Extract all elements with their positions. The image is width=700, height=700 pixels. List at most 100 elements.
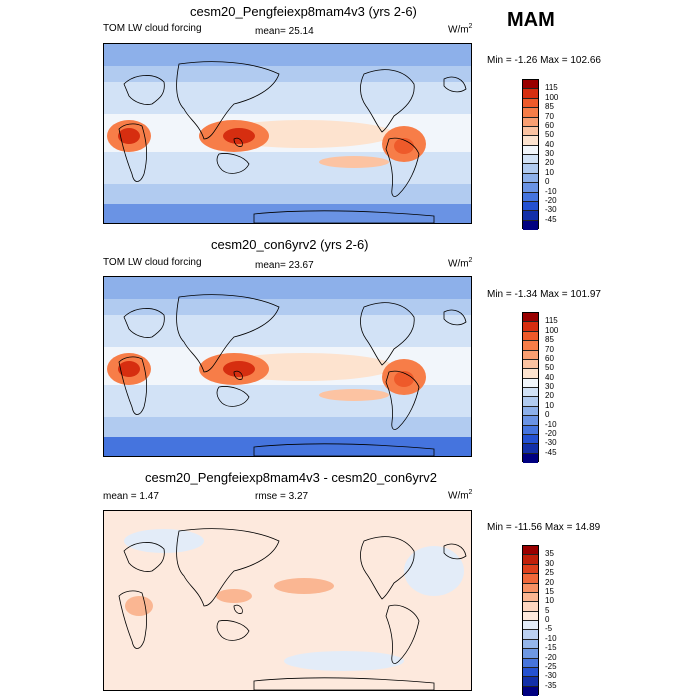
panel1-units-label: W/m2	[448, 23, 473, 36]
colorbar-tick-label: 100	[545, 92, 559, 102]
colorbar-swatch	[523, 220, 538, 230]
colorbar-swatch	[523, 667, 538, 678]
colorbar-swatch	[523, 639, 538, 650]
colorbar-tick-label: 115	[545, 83, 558, 93]
coastline	[216, 620, 250, 641]
map-band-midlat-s	[104, 417, 471, 437]
colorbar-tick-label: -15	[545, 643, 557, 653]
colorbar-swatch	[523, 108, 538, 118]
coastline	[118, 590, 148, 649]
colorbar-swatch	[523, 136, 538, 146]
colorbar-swatch	[523, 201, 538, 212]
panel1-left-label: TOM LW cloud forcing	[103, 23, 202, 34]
panel1-map	[103, 43, 472, 224]
colorbar-swatch	[523, 546, 538, 556]
panel3-minmax: Min = -11.56 Max = 14.89	[487, 522, 601, 533]
panel2-colorbar	[522, 312, 539, 463]
colorbar-tick-label: 70	[545, 344, 554, 354]
coastline	[176, 528, 280, 607]
colorbar-swatch	[523, 313, 538, 323]
colorbar-tick-label: -30	[545, 671, 557, 681]
panel2-minmax: Min = -1.34 Max = 101.97	[487, 289, 601, 300]
colorbar-tick-label: 70	[545, 111, 554, 121]
colorbar-tick-label: -10	[545, 186, 557, 196]
coastline	[253, 677, 435, 690]
colorbar-tick-label: 0	[545, 410, 550, 420]
panel2-mean-label: mean= 23.67	[255, 260, 314, 271]
map-band-south	[104, 204, 471, 223]
coastline	[176, 294, 280, 373]
map-band-south	[104, 437, 471, 456]
panel3-map	[103, 510, 472, 691]
coastline	[123, 308, 165, 338]
coastline	[176, 61, 280, 140]
colorbar-tick-label: 30	[545, 558, 554, 568]
colorbar-tick-label: -20	[545, 428, 557, 438]
colorbar-tick-label: 30	[545, 382, 554, 391]
coastline	[253, 443, 435, 456]
colorbar-swatch	[523, 564, 538, 575]
map-band-midlat-s	[104, 184, 471, 204]
colorbar-tick-label: 40	[545, 372, 554, 382]
coastline	[233, 370, 243, 380]
colorbar-tick-label: -5	[545, 624, 553, 634]
colorbar-swatch	[523, 630, 538, 640]
coastline	[360, 536, 415, 600]
colorbar-swatch	[523, 397, 538, 407]
map-pos-patch	[125, 596, 153, 616]
map-pos-patch	[216, 589, 252, 603]
colorbar-swatch	[523, 164, 538, 174]
colorbar-swatch	[523, 117, 538, 127]
panel1-minmax: Min = -1.26 Max = 102.66	[487, 55, 601, 66]
map-band-midlat-n	[104, 66, 471, 82]
colorbar-swatch	[523, 331, 538, 342]
coastline	[216, 153, 250, 174]
colorbar-swatch	[523, 583, 538, 593]
colorbar-tick-label: 20	[545, 391, 554, 401]
panel3-title: cesm20_Pengfeiexp8mam4v3 - cesm20_con6yr…	[145, 470, 437, 485]
coastline	[216, 386, 250, 407]
panel2-units-label: W/m2	[448, 257, 473, 270]
colorbar-tick-label: -20	[545, 652, 557, 662]
map-band-north	[104, 44, 471, 66]
panel1-title: cesm20_Pengfeiexp8mam4v3 (yrs 2-6)	[190, 4, 417, 19]
coastline	[118, 356, 148, 415]
colorbar-swatch	[523, 649, 538, 659]
colorbar-swatch	[523, 369, 538, 379]
colorbar-swatch	[523, 406, 538, 417]
colorbar-swatch	[523, 611, 538, 621]
colorbar-swatch	[523, 155, 538, 165]
coastline	[385, 604, 420, 664]
coastline	[385, 137, 420, 197]
map-amazon-core	[394, 138, 414, 154]
colorbar-tick-label: 35	[545, 549, 554, 559]
colorbar-swatch	[523, 686, 538, 696]
coastline	[385, 370, 420, 430]
colorbar-tick-label: -30	[545, 205, 557, 215]
map-spcz	[319, 156, 389, 168]
panel1-colorbar	[522, 79, 539, 230]
colorbar-tick-label: 85	[545, 335, 554, 345]
panel3-rmse-label: rmse = 3.27	[255, 491, 309, 502]
coastline	[123, 75, 165, 105]
colorbar-tick-label: 0	[545, 177, 550, 187]
map-pos-patch	[274, 578, 334, 594]
colorbar-tick-label: 50	[545, 130, 554, 140]
colorbar-swatch	[523, 416, 538, 426]
map-neg-patch	[284, 651, 404, 671]
map-amazon-core	[394, 371, 414, 387]
colorbar-swatch	[523, 322, 538, 332]
coastline	[360, 69, 415, 133]
colorbar-swatch	[523, 211, 538, 221]
colorbar-swatch	[523, 98, 538, 109]
map-africa-core	[118, 128, 140, 144]
coastline	[233, 604, 243, 614]
colorbar-swatch	[523, 658, 538, 668]
coastline	[233, 137, 243, 147]
colorbar-swatch	[523, 444, 538, 454]
map-band-midlat-n	[104, 299, 471, 315]
colorbar-swatch	[523, 359, 538, 370]
colorbar-swatch	[523, 602, 538, 612]
panel3-mean-label: mean = 1.47	[103, 491, 159, 502]
colorbar-swatch	[523, 592, 538, 603]
